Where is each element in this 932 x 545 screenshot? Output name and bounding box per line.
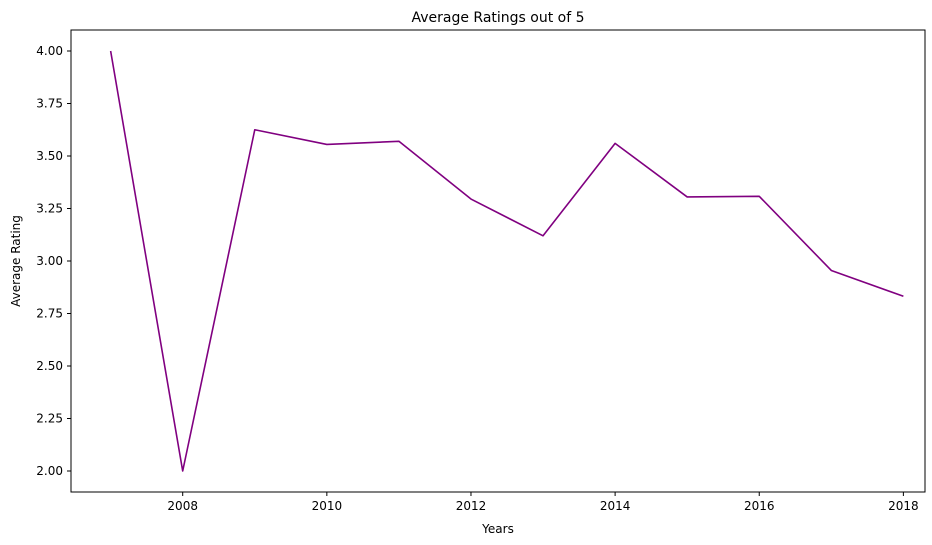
x-tick-label-2014: 2014 xyxy=(600,499,631,513)
x-tick-label-2016: 2016 xyxy=(744,499,775,513)
series-line-0 xyxy=(109,50,904,472)
plot-frame xyxy=(70,29,926,493)
y-tick-label-3.00: 3.00 xyxy=(36,254,63,268)
y-tick-label-3.25: 3.25 xyxy=(36,202,63,216)
plot-area: 2008 2010 2012 2014 2016 2018 2.00 2.25 2.50 2.75… xyxy=(36,29,926,513)
y-tick-label-2.00: 2.00 xyxy=(36,464,63,478)
y-tick-label-3.50: 3.50 xyxy=(36,149,63,163)
x-axis-label: Years xyxy=(481,522,514,536)
x-tick-label-2010: 2010 xyxy=(312,499,343,513)
y-tick-label-2.50: 2.50 xyxy=(36,359,63,373)
x-tick-label-2012: 2012 xyxy=(456,499,487,513)
y-tick-label-2.75: 2.75 xyxy=(36,307,63,321)
y-tick-label-2.25: 2.25 xyxy=(36,412,63,426)
y-tick-label-3.75: 3.75 xyxy=(36,97,63,111)
chart-title: Average Ratings out of 5 xyxy=(411,10,584,26)
y-axis-label: Average Rating xyxy=(9,215,23,307)
x-tick-label-2008: 2008 xyxy=(167,499,198,513)
x-tick-label-2018: 2018 xyxy=(888,499,919,513)
y-tick-label-4.00: 4.00 xyxy=(36,44,63,58)
